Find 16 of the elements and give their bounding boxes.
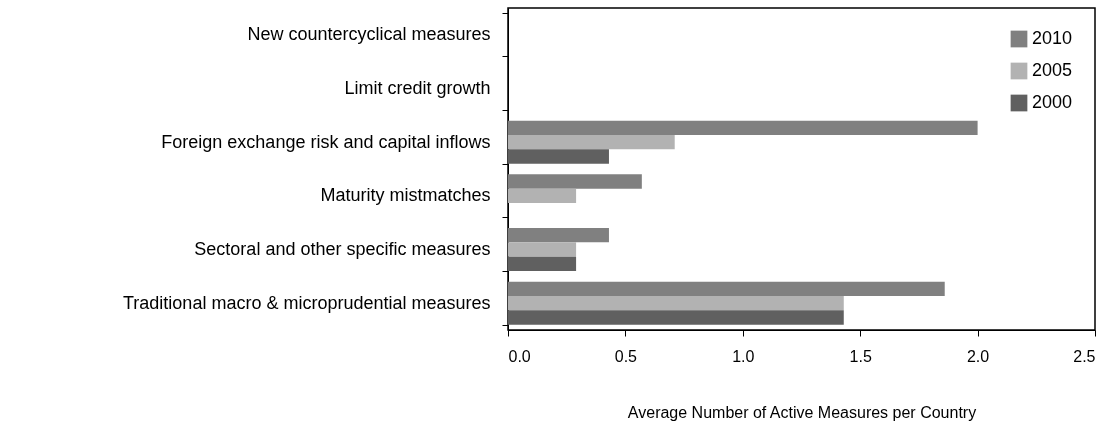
y-tick-label: Sectoral and other specific measures: [194, 239, 491, 259]
x-tick-label: 1.5: [849, 347, 872, 365]
y-tick-label: Traditional macro & microprudential measures: [123, 292, 491, 313]
x-axis-title: Average Number of Active Measures per Country: [627, 403, 977, 421]
y-tick-label: Maturity mistmatches: [320, 185, 491, 206]
x-tick-label: 0.5: [614, 347, 638, 365]
x-tick-label: 1.0: [732, 347, 755, 365]
legend-label: 2010: [1032, 28, 1073, 48]
y-tick-label: Limit credit growth: [344, 78, 491, 98]
x-tick-label: 0.0: [508, 347, 531, 365]
legend-label: 2005: [1032, 60, 1073, 80]
x-tick-label: 2.0: [966, 347, 990, 365]
x-tick-label: 2.5: [1073, 347, 1096, 365]
y-tick-label: New countercyclical measures: [247, 24, 491, 45]
legend-label: 2000: [1032, 92, 1073, 112]
y-tick-label: Foreign exchange risk and capital inflows: [161, 131, 491, 152]
